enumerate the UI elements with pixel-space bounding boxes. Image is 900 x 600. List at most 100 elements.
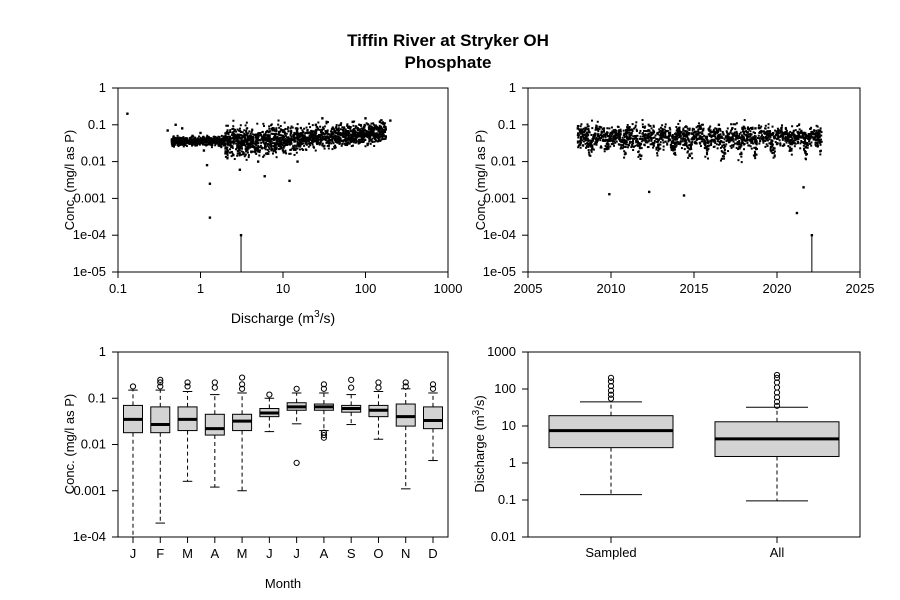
box-O: O: [368, 379, 389, 561]
x-tick-label: J: [266, 546, 273, 561]
outlier-point: [773, 384, 781, 391]
y-tick-label: 0.001: [483, 190, 516, 205]
y-tick-label: 0.01: [81, 154, 106, 169]
x-tick-label: A: [210, 546, 219, 561]
data-point: [608, 193, 611, 196]
data-point: [126, 112, 129, 115]
x-tick-label: M: [237, 546, 248, 561]
x-tick-label: S: [347, 546, 356, 561]
outlier-point: [773, 394, 781, 401]
x-tick-label: 1000: [434, 281, 463, 296]
data-point: [618, 129, 621, 132]
data-point: [351, 120, 354, 124]
outlier-point: [184, 379, 191, 386]
chart-title-line1: Tiffin River at Stryker OH: [347, 31, 549, 50]
outlier-point: [348, 376, 355, 383]
y-axis-label: Conc. (mg/l as P): [473, 130, 488, 230]
box-J: J: [259, 391, 280, 561]
x-tick-label: M: [182, 546, 193, 561]
box-iqr: [423, 406, 443, 430]
box-M: M: [177, 379, 198, 561]
x-tick-label: D: [428, 546, 437, 561]
outlier-point: [773, 371, 781, 379]
y-tick-label: 10: [502, 418, 516, 433]
x-tick-label: 100: [355, 281, 377, 296]
plot-frame: [117, 351, 449, 538]
outlier-point: [211, 379, 218, 386]
outlier-point: [320, 431, 328, 439]
data-point: [321, 117, 324, 120]
data-point: [682, 194, 686, 197]
data-point: [191, 134, 194, 138]
data-point: [817, 129, 820, 132]
x-tick-label: J: [130, 546, 137, 561]
panel-discharge-sampled-vs-all: 0.01 0.1 1 10 100 1000 Sampled All Discharge (…: [471, 344, 861, 560]
data-point: [717, 123, 721, 126]
outlier-point: [320, 385, 328, 392]
data-point: [296, 160, 299, 163]
panel-conc-vs-time: 1e-05 1e-04 0.001 0.01 0.1 1 2005 2010 2015 2020 2…: [473, 80, 874, 296]
data-point: [208, 182, 212, 185]
data-point: [281, 134, 285, 138]
x-axis-label: Month: [265, 576, 301, 591]
y-tick-label: 1: [99, 80, 106, 95]
x-tick-label: 2020: [763, 281, 792, 296]
y-tick-label: 0.1: [88, 390, 106, 405]
box-iqr: [204, 413, 225, 436]
outlier-point: [320, 381, 328, 388]
data-point: [314, 123, 318, 126]
outlier-point: [773, 374, 781, 381]
outlier-point: [429, 385, 437, 392]
outlier-point: [607, 374, 615, 381]
box-J: J: [286, 385, 307, 561]
outlier-point: [129, 383, 137, 390]
outlier-point: [238, 385, 246, 392]
outlier-point: [238, 381, 246, 388]
data-point: [795, 211, 799, 215]
data-point: [389, 119, 392, 122]
data-point: [273, 149, 277, 152]
data-point: [734, 138, 737, 141]
outlier-point: [211, 384, 218, 391]
data-point: [647, 190, 651, 194]
box-S: S: [341, 376, 362, 561]
outlier-point: [607, 395, 615, 402]
x-tick-label: A: [320, 546, 329, 561]
chart-title-line2: Phosphate: [405, 53, 492, 72]
y-tick-label: 1e-05: [73, 264, 106, 279]
y-tick-label: 1: [509, 455, 516, 470]
outlier-point: [773, 402, 781, 409]
y-tick-label: 1e-04: [73, 529, 106, 544]
data-point: [802, 186, 805, 189]
box-M: M: [232, 374, 253, 561]
box-All: All: [714, 371, 840, 560]
x-tick-label: 0.1: [109, 281, 127, 296]
data-point: [263, 175, 266, 178]
data-point: [224, 142, 227, 146]
outlier-point: [293, 459, 300, 467]
y-tick-label: 0.01: [491, 529, 516, 544]
data-point: [180, 127, 184, 130]
data-point: [576, 127, 579, 130]
outlier-point: [607, 382, 615, 390]
data-point: [364, 117, 367, 120]
data-point: [232, 153, 235, 157]
scatter-cloud: [576, 119, 823, 164]
data-point: [288, 179, 291, 183]
x-tick-label: 2005: [514, 281, 543, 296]
x-tick-label: 2025: [846, 281, 875, 296]
data-point: [166, 129, 169, 132]
y-tick-label: 1e-05: [483, 264, 516, 279]
x-tick-label: F: [156, 546, 164, 561]
y-axis-label: Conc. (mg/l as P): [62, 130, 77, 230]
x-axis-label: Discharge (m3/s): [231, 309, 335, 326]
y-tick-label: 0.1: [498, 117, 516, 132]
outlier-point: [348, 384, 355, 391]
outlier-point: [607, 378, 615, 385]
panel-conc-by-month: 1e-04 0.001 0.01 0.1 1 J F M A M J J A S O N D Month Co…: [62, 344, 449, 591]
y-tick-label: 0.1: [498, 492, 516, 507]
outlier-point: [375, 379, 382, 386]
y-tick-label: 0.1: [88, 117, 106, 132]
y-tick-label: 1: [99, 344, 106, 359]
data-point: [593, 134, 596, 138]
